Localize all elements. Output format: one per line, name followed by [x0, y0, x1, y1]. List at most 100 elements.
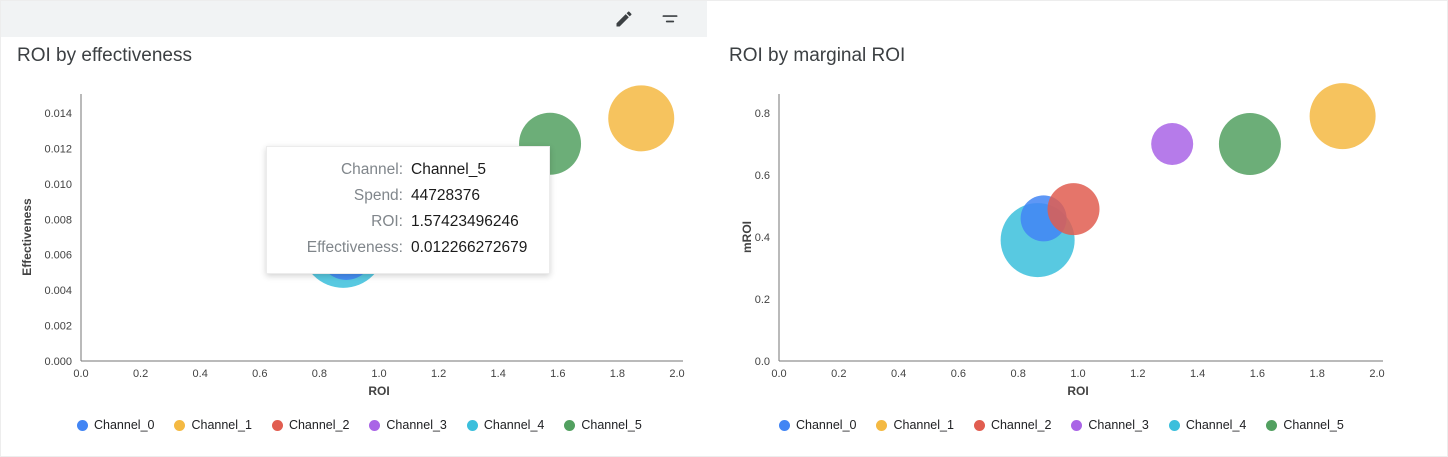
tooltip-label: Channel: [340, 161, 403, 178]
legend-label: Channel_5 [581, 418, 642, 432]
legend-roi-by-effectiveness: Channel_0 Channel_1 Channel_2 Channel_3 Chan… [77, 415, 642, 435]
y-tick-label: 0.6 [755, 170, 770, 182]
x-tick-label: 1.8 [1310, 368, 1325, 380]
legend-label: Channel_5 [1283, 418, 1344, 432]
y-tick-label: 0.012 [44, 143, 72, 155]
y-tick-label: 0.010 [44, 179, 72, 191]
legend-label: Channel_2 [990, 418, 1052, 432]
chart-roi-by-marginal-roi: 0.0 0.2 0.4 0.6 0.8 1.0 1.2 1.4 1.6 1.8 2.0 0.0 0.2 0… [729, 76, 1447, 401]
y-tick-label: 0.8 [755, 108, 770, 120]
legend-item-channel_5[interactable]: Channel_5 [564, 418, 642, 432]
legend-label: Channel_0 [796, 418, 857, 432]
tooltip-value: 1.57423496246 [411, 213, 519, 230]
legend-dot [1071, 419, 1083, 431]
legend-dot [876, 419, 888, 431]
legend-dot [973, 419, 985, 431]
x-axis-title: ROI [1067, 384, 1088, 398]
legend-dot [1168, 419, 1180, 431]
legend-item-channel_1[interactable]: Channel_1 [876, 418, 954, 432]
x-tick-label: 1.6 [1250, 368, 1265, 380]
y-tick-label: 0.4 [755, 232, 770, 244]
tooltip-label: Spend: [353, 187, 403, 204]
tooltip-row: Channel: Channel_5 [283, 157, 527, 183]
bubble-channel_1[interactable] [608, 85, 675, 152]
bubble-channel_1[interactable] [1309, 83, 1376, 150]
legend-roi-by-marginal-roi: Channel_0 Channel_1 Channel_2 Channel_3 Chan… [779, 415, 1344, 435]
legend-dot [779, 419, 790, 431]
legend-label: Channel_3 [386, 418, 447, 432]
legend-item-channel_5[interactable]: Channel_5 [1266, 418, 1344, 432]
bubble-channel_3[interactable] [1151, 123, 1194, 165]
x-tick-label: 0.6 [252, 368, 267, 380]
legend-dot [77, 419, 88, 431]
tooltip-row: Spend: 44728376 [283, 183, 527, 209]
legend-item-channel_0[interactable]: Channel_0 [77, 418, 154, 432]
x-tick-label: 2.0 [1369, 368, 1384, 380]
x-axis-title: ROI [368, 384, 389, 398]
y-tick-label: 0.014 [44, 108, 72, 120]
tooltip-label: ROI: [371, 213, 403, 230]
tooltip-row: ROI: 1.57423496246 [283, 209, 527, 235]
y-tick-label: 0.006 [44, 250, 72, 262]
tooltip-value: 44728376 [411, 187, 480, 204]
y-tick-label: 0.0 [755, 356, 770, 368]
x-tick-label: 1.2 [1130, 368, 1145, 380]
legend-label: Channel_0 [94, 418, 155, 432]
legend-item-channel_4[interactable]: Channel_4 [1168, 418, 1247, 432]
legend-item-channel_2[interactable]: Channel_2 [973, 418, 1052, 432]
legend-dot [466, 419, 478, 431]
x-tick-label: 1.2 [431, 368, 446, 380]
legend-item-channel_1[interactable]: Channel_1 [174, 418, 252, 432]
filter-icon [660, 9, 680, 29]
bubble-channel_5[interactable] [1218, 113, 1281, 175]
x-tick-label: 0.2 [133, 368, 148, 380]
toolbar [1, 1, 707, 37]
y-tick-label: 0.002 [44, 321, 72, 333]
tooltip-value: 0.012266272679 [411, 239, 528, 256]
legend-label: Channel_2 [288, 418, 350, 432]
legend-item-channel_2[interactable]: Channel_2 [271, 418, 350, 432]
chart-title-roi-by-marginal-roi: ROI by marginal ROI [729, 45, 906, 66]
chart-tooltip: Channel: Channel_5 Spend: 44728376 ROI: 1.574… [266, 146, 551, 274]
x-tick-label: 0.8 [312, 368, 327, 380]
legend-dot [1266, 419, 1278, 431]
y-tick-label: 0.2 [755, 294, 770, 306]
legend-dot [564, 419, 576, 431]
legend-label: Channel_1 [893, 418, 954, 432]
bubble-chart-svg: 0.0 0.2 0.4 0.6 0.8 1.0 1.2 1.4 1.6 1.8 2.0 0.0 0.2 0… [740, 83, 1385, 398]
legend-item-channel_3[interactable]: Channel_3 [369, 418, 447, 432]
filter-button[interactable] [657, 6, 683, 32]
edit-button[interactable] [611, 6, 637, 32]
legend-dot [369, 419, 381, 431]
x-tick-label: 0.4 [891, 368, 906, 380]
x-tick-label: 1.0 [371, 368, 386, 380]
legend-label: Channel_4 [1185, 418, 1247, 432]
y-axis-title: mROI [740, 221, 754, 253]
tooltip-row: Effectiveness: 0.012266272679 [283, 235, 528, 261]
pencil-icon [614, 9, 634, 29]
y-tick-label: 0.004 [44, 285, 72, 297]
legend-label: Channel_3 [1088, 418, 1149, 432]
x-tick-label: 0.0 [73, 368, 88, 380]
legend-label: Channel_1 [191, 418, 252, 432]
tooltip-value: Channel_5 [411, 161, 486, 178]
legend-item-channel_0[interactable]: Channel_0 [779, 418, 856, 432]
x-tick-label: 1.0 [1070, 368, 1085, 380]
legend-dot [174, 419, 186, 431]
x-tick-label: 0.4 [193, 368, 208, 380]
x-tick-label: 0.2 [831, 368, 846, 380]
legend-item-channel_3[interactable]: Channel_3 [1071, 418, 1149, 432]
legend-label: Channel_4 [483, 418, 545, 432]
y-tick-label: 0.000 [44, 356, 72, 368]
y-tick-label: 0.008 [44, 214, 72, 226]
x-tick-label: 1.4 [491, 368, 506, 380]
chart-title-roi-by-effectiveness: ROI by effectiveness [17, 45, 192, 66]
bubble-channel_2[interactable] [1047, 183, 1100, 236]
legend-item-channel_4[interactable]: Channel_4 [466, 418, 545, 432]
legend-dot [271, 419, 283, 431]
x-tick-label: 0.8 [1011, 368, 1026, 380]
x-tick-label: 0.0 [771, 368, 786, 380]
x-tick-label: 0.6 [951, 368, 966, 380]
y-axis-title: Effectiveness [20, 198, 34, 276]
